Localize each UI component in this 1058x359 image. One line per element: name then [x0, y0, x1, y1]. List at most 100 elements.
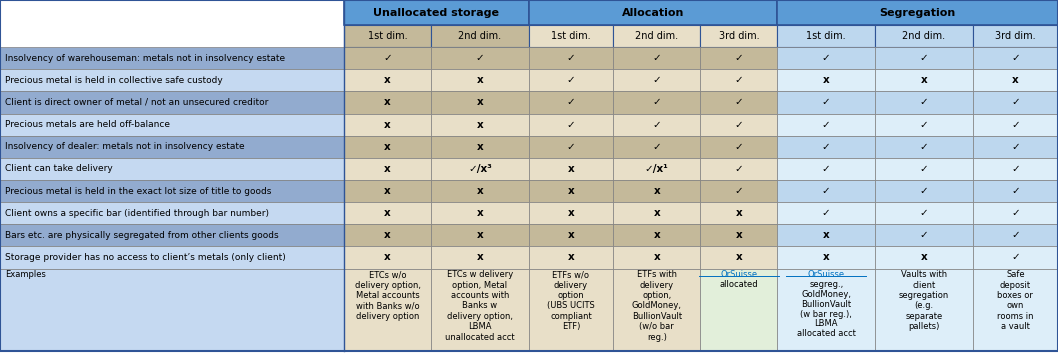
Text: ✓: ✓ [476, 53, 485, 63]
Bar [0, 202, 344, 224]
Text: x: x [654, 230, 660, 240]
Text: BullionVault: BullionVault [801, 300, 852, 309]
Text: ✓: ✓ [1011, 252, 1020, 262]
Bar [344, 25, 432, 47]
Bar [613, 224, 700, 246]
Bar [778, 25, 875, 47]
Text: ✓: ✓ [822, 186, 831, 196]
Text: x: x [476, 75, 484, 85]
Bar [344, 202, 432, 224]
Text: x: x [735, 252, 743, 262]
Bar [700, 202, 778, 224]
Text: ✓: ✓ [919, 208, 928, 218]
Text: Vaults with
client
segregation
(e.g.
separate
pallets): Vaults with client segregation (e.g. sep… [899, 270, 949, 331]
Text: x: x [735, 208, 743, 218]
Text: Examples: Examples [5, 270, 47, 279]
Bar [875, 158, 972, 180]
Text: x: x [384, 97, 390, 107]
Text: x: x [384, 120, 390, 130]
Text: x: x [567, 252, 574, 262]
Bar [972, 246, 1058, 269]
Bar [529, 180, 613, 202]
Bar [613, 92, 700, 113]
Bar [778, 0, 1058, 25]
Text: x: x [384, 208, 390, 218]
Text: allocated: allocated [719, 280, 759, 289]
Bar [778, 246, 875, 269]
Bar [0, 69, 344, 92]
Bar [875, 69, 972, 92]
Bar [875, 224, 972, 246]
Text: ✓: ✓ [653, 75, 661, 85]
Text: ✓: ✓ [653, 97, 661, 107]
Bar [529, 47, 613, 69]
Text: 1st dim.: 1st dim. [551, 31, 590, 41]
Bar [875, 180, 972, 202]
Text: x: x [384, 252, 390, 262]
Bar [613, 136, 700, 158]
Bar [432, 269, 529, 351]
Bar [875, 269, 972, 351]
Bar [344, 269, 432, 351]
Text: ✓: ✓ [919, 230, 928, 240]
Text: x: x [823, 252, 829, 262]
Bar [700, 180, 778, 202]
Bar [432, 25, 529, 47]
Bar [972, 269, 1058, 351]
Bar [613, 113, 700, 136]
Bar [344, 180, 432, 202]
Bar [0, 224, 344, 246]
Text: Storage provider has no access to client’s metals (only client): Storage provider has no access to client… [5, 253, 286, 262]
Bar [778, 269, 875, 351]
Text: ✓: ✓ [653, 120, 661, 130]
Text: ✓: ✓ [734, 97, 744, 107]
Text: x: x [476, 252, 484, 262]
Bar [972, 180, 1058, 202]
Bar [875, 246, 972, 269]
Bar [875, 202, 972, 224]
Text: x: x [567, 230, 574, 240]
Bar [972, 224, 1058, 246]
Text: ✓: ✓ [1011, 142, 1020, 152]
Text: ✓: ✓ [1011, 53, 1020, 63]
Text: Unallocated storage: Unallocated storage [373, 8, 499, 18]
Bar [344, 224, 432, 246]
Bar [432, 92, 529, 113]
Text: OrSuisse: OrSuisse [807, 270, 845, 279]
Text: ✓: ✓ [919, 186, 928, 196]
Text: 2nd dim.: 2nd dim. [902, 31, 946, 41]
Text: ✓: ✓ [822, 53, 831, 63]
Bar [778, 47, 875, 69]
Text: x: x [384, 230, 390, 240]
Bar [700, 269, 778, 351]
Text: Safe
deposit
boxes or
own
rooms in
a vault: Safe deposit boxes or own rooms in a vau… [997, 270, 1034, 331]
Text: ✓: ✓ [734, 142, 744, 152]
Bar [0, 92, 344, 113]
Text: ✓/x³: ✓/x³ [468, 164, 492, 174]
Bar [613, 269, 700, 351]
Text: x: x [476, 97, 484, 107]
Bar [778, 202, 875, 224]
Text: x: x [654, 208, 660, 218]
Bar [344, 0, 529, 25]
Bar [875, 92, 972, 113]
Bar [972, 158, 1058, 180]
Bar [613, 25, 700, 47]
Text: Client can take delivery: Client can take delivery [5, 164, 113, 173]
Text: ✓: ✓ [734, 75, 744, 85]
Bar [529, 92, 613, 113]
Text: ✓/x¹: ✓/x¹ [645, 164, 669, 174]
Text: x: x [1013, 75, 1019, 85]
Bar [344, 69, 432, 92]
Bar [875, 136, 972, 158]
Text: ETFs w/o
delivery
option
(UBS UCITS
compliant
ETF): ETFs w/o delivery option (UBS UCITS comp… [547, 270, 595, 331]
Text: Client owns a specific bar (identified through bar number): Client owns a specific bar (identified t… [5, 209, 270, 218]
Bar [972, 69, 1058, 92]
Text: x: x [384, 164, 390, 174]
Text: ✓: ✓ [383, 53, 391, 63]
Bar [432, 47, 529, 69]
Text: ✓: ✓ [919, 97, 928, 107]
Bar [529, 113, 613, 136]
Text: x: x [823, 75, 829, 85]
Text: ✓: ✓ [919, 142, 928, 152]
